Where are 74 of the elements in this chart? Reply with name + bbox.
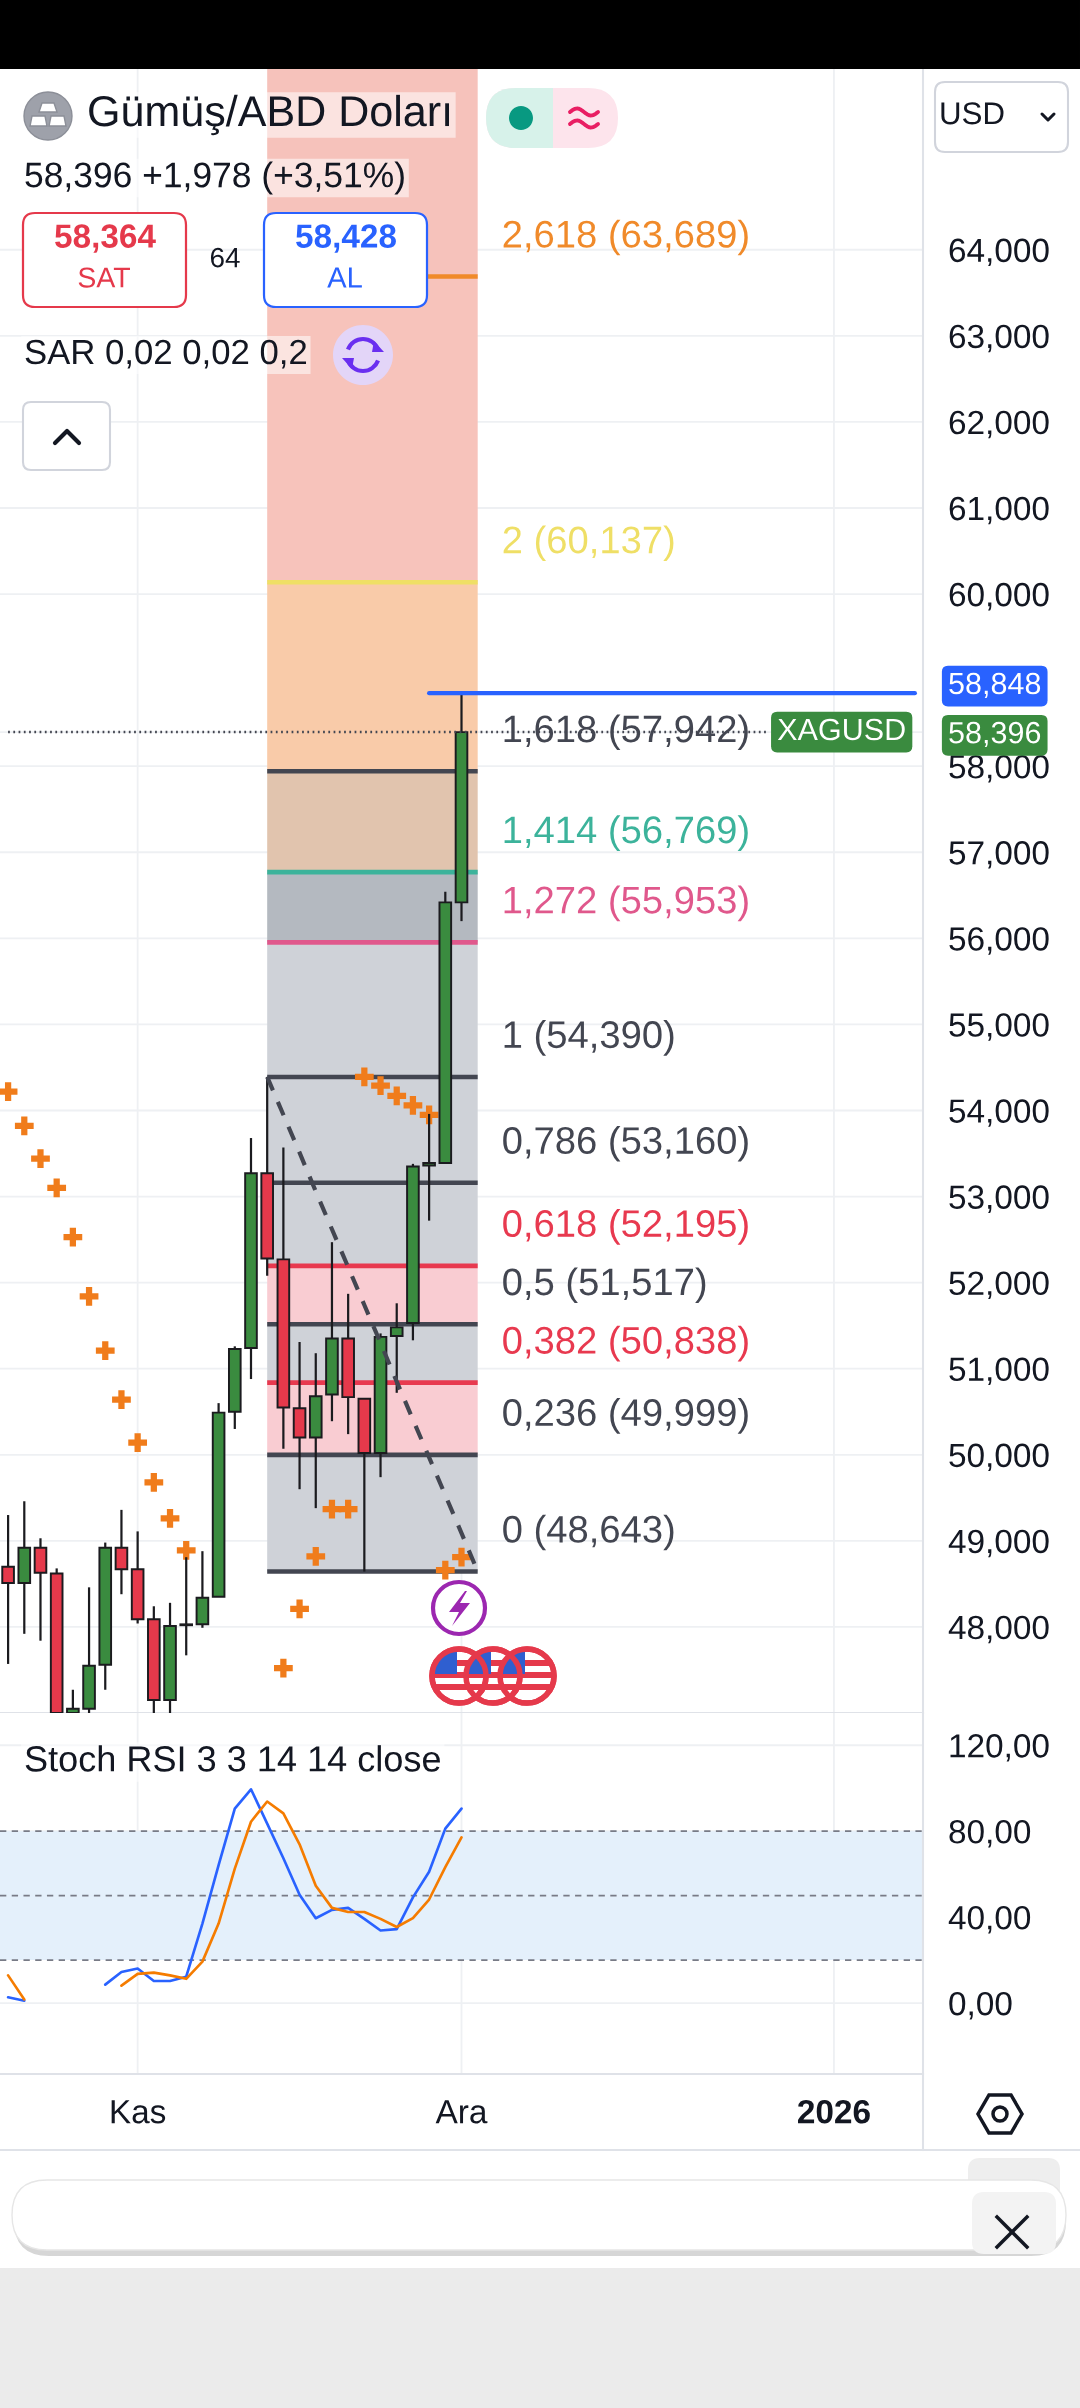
point (112, 1390, 131, 1410)
y-tick-label: 52,000 (949, 1271, 1049, 1299)
series-label: XAGUSD (777, 718, 905, 741)
candlestick (389, 1302, 404, 1394)
data-label: 58,848 (949, 672, 1041, 698)
point (63, 1227, 83, 1247)
y-tick-label: 0,00 (949, 1991, 1012, 2020)
point (306, 1546, 326, 1566)
candlestick (1, 1513, 15, 1666)
ref-line-label: 1,272 (55,953) (504, 885, 748, 922)
text: Stoch RSI 3 3 14 14 close (25, 1745, 440, 1772)
y-tick-label: 58,396 (949, 721, 1041, 748)
y-tick-label: 64,000 (949, 238, 1049, 267)
y-tick-label: 80,00 (949, 1819, 1031, 1848)
candlestick (114, 1508, 129, 1596)
point (31, 1149, 50, 1169)
point (371, 1076, 390, 1095)
ref-line-label: 0,5 (51,517) (503, 1267, 706, 1303)
point (290, 1599, 309, 1619)
point (274, 1658, 293, 1678)
y-tick-label: 54,000 (949, 1099, 1049, 1127)
annotation: 64 (210, 247, 240, 268)
y-tick-label: 63,000 (949, 324, 1049, 353)
point (160, 1509, 180, 1528)
annotation: SAR 0,02 0,02 0,2 (25, 339, 307, 369)
y-tick-label: 62,000 (949, 410, 1049, 439)
point (79, 1287, 99, 1306)
point (95, 1341, 115, 1361)
annotation: 58,428 (296, 224, 396, 253)
point (435, 1560, 455, 1580)
ref-line-label: 2,618 (63,689) (503, 219, 748, 256)
ref-line-label: 1 (54,390) (504, 1020, 674, 1056)
ref-line-label: 0,236 (49,999) (503, 1398, 748, 1434)
ref-line-label: 0,786 (53,160) (503, 1125, 748, 1162)
y-tick-label: 55,000 (949, 1013, 1049, 1041)
ref-line-label: 0,618 (52,195) (503, 1209, 748, 1245)
candlestick (422, 1112, 436, 1222)
point (387, 1086, 407, 1106)
y-tick-label: 56,000 (949, 927, 1049, 955)
point (354, 1067, 374, 1087)
ref-line-label: 0 (48,643) (503, 1514, 674, 1551)
y-tick-label: 120,00 (950, 1734, 1049, 1762)
text: 58,396 +1,978 (+3,51%) (25, 161, 404, 195)
annotation: 58,364 (55, 224, 156, 253)
y-tick-label: 58,000 (949, 755, 1049, 783)
y-tick-label: 40,00 (948, 1905, 1031, 1934)
x-tick-label: Kas (111, 2100, 166, 2124)
point (47, 1178, 67, 1198)
point (403, 1095, 423, 1115)
x-tick-label: 2026 (798, 2099, 870, 2124)
point (0, 1082, 18, 1101)
ref-line-label: 2 (60,137) (503, 525, 674, 562)
point (14, 1116, 34, 1136)
y-tick-label: 53,000 (949, 1185, 1049, 1213)
annotation: SAT (78, 267, 130, 288)
y-tick-label: 49,000 (948, 1529, 1049, 1558)
y-tick-label: 50,000 (949, 1443, 1049, 1472)
ref-line-label: 1,414 (56,769) (504, 815, 748, 851)
text: USD (941, 102, 1004, 125)
ref-line-label: 0,382 (50,838) (503, 1325, 748, 1362)
y-tick-label: 61,000 (949, 496, 1049, 525)
ref-line-label: 1,618 (57,942) (504, 714, 748, 750)
point (144, 1472, 164, 1492)
x-tick-label: Ara (435, 2100, 488, 2124)
y-tick-label: 48,000 (948, 1615, 1049, 1644)
point (452, 1547, 471, 1567)
text: Gümüş/ABD Doları (89, 94, 449, 136)
y-tick-label: 60,000 (949, 582, 1049, 611)
point (338, 1499, 358, 1519)
y-tick-label: 51,000 (949, 1357, 1049, 1386)
point (128, 1433, 148, 1453)
annotation: AL (327, 267, 362, 288)
y-tick-label: 57,000 (949, 841, 1049, 869)
point (176, 1540, 196, 1560)
